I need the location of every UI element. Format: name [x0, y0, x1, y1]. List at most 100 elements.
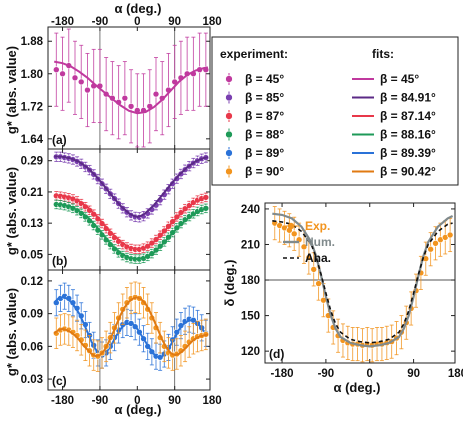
legend-exp-marker — [225, 75, 233, 83]
panel-label-b: (b) — [52, 254, 67, 268]
panel-frame-d — [264, 202, 456, 364]
legend-d-ana-label: Ana. — [305, 251, 331, 265]
legend-exp-marker — [225, 93, 233, 102]
fit-line-a-0 — [54, 60, 209, 115]
x-tick-label: 180 — [202, 395, 221, 407]
legend-fit-label: β = 90.42° — [380, 165, 436, 179]
panel-label-a: (a) — [52, 133, 67, 147]
legend-fits-header: fits: — [372, 47, 394, 61]
panel-label-d: (d) — [269, 347, 284, 361]
exp-d-point — [315, 280, 322, 287]
y-tick-label: 120 — [241, 346, 260, 358]
y-tick-label: 0.06 — [21, 341, 43, 353]
exp-d-point — [446, 231, 454, 239]
y-tick-label: 1.72 — [21, 101, 43, 113]
x-axis-label-d: α (deg.) — [334, 380, 381, 395]
exp-d-point — [290, 230, 298, 238]
series-a-0-point — [59, 70, 66, 78]
top-tick-label: 0 — [134, 16, 140, 28]
exp-d-point — [305, 254, 313, 261]
legend-fit-label: β = 84.91° — [380, 91, 436, 105]
fit-line-c-1 — [53, 296, 209, 358]
top-tick-labels: -180 -90 0 90 180 — [51, 16, 222, 28]
panel-a: 1.64 1.72 1.80 1.88 (a) — [21, 26, 211, 150]
series-a-0-point — [152, 90, 160, 98]
legend-experiment-header: experiment: — [220, 47, 288, 61]
y-tick-label: 0.29 — [21, 156, 43, 168]
legend-exp-label: β = 89° — [245, 146, 284, 160]
y-tick-label: 0.09 — [21, 309, 43, 321]
series-a-0-point — [71, 74, 79, 82]
legend-exp-label: β = 85° — [245, 91, 284, 105]
y-tick-label: 0.12 — [21, 276, 43, 288]
legend-fit-label: β = 89.39° — [380, 146, 436, 160]
top-axis-label: α (deg.) — [115, 1, 162, 16]
y-tick-label: 240 — [241, 204, 260, 216]
legend-fit-label: β = 87.14° — [380, 109, 436, 123]
y-axis-label-c: g* (abs. value) — [4, 288, 19, 376]
panel-frame-a — [47, 26, 211, 150]
x-tick-label: -90 — [318, 368, 335, 380]
fit-line-b-1 — [54, 194, 209, 251]
legend-exp-label: β = 90° — [245, 165, 284, 179]
legend-exp-marker — [225, 149, 233, 157]
panel-c: 0.03 0.06 0.09 0.12 -180 -90 0 90 180 (c) — [21, 269, 222, 407]
y-tick-label: 150 — [241, 311, 260, 323]
y-axis-label-a: g* (abs. value) — [4, 46, 19, 134]
legend-exp-label: β = 45° — [245, 72, 284, 86]
x-tick-label: 0 — [134, 395, 140, 407]
y-tick-label: 1.88 — [21, 36, 44, 48]
fit-line-b-0 — [54, 155, 209, 218]
top-tick-label: 90 — [168, 16, 181, 28]
y-tick-label: 180 — [241, 275, 260, 287]
legend-exp-marker — [225, 130, 233, 139]
series-a-0-point — [84, 86, 91, 94]
legend-exp-label: β = 87° — [245, 109, 284, 123]
series-a-0-point — [53, 66, 60, 73]
fit-line-b-2 — [54, 203, 209, 261]
y-axis-label-d: δ (deg.) — [222, 260, 237, 307]
x-tick-label: -90 — [92, 395, 109, 407]
exp-d-point — [300, 243, 308, 251]
y-tick-label: 1.80 — [21, 69, 43, 81]
exp-d-point — [432, 239, 439, 247]
legend-fit-label: β = 45° — [380, 72, 419, 86]
legend-exp-marker — [225, 112, 233, 120]
x-tick-label: 0 — [367, 368, 373, 380]
exp-d-point — [427, 245, 434, 253]
legend-d-num-label: Num. — [305, 235, 335, 249]
ana-line-d — [272, 220, 453, 344]
series-a-0-point — [127, 103, 135, 110]
y-tick-label: 0.05 — [21, 249, 44, 261]
top-tick-label: 180 — [202, 16, 221, 28]
y-axis-label-b: g* (abs. value) — [4, 167, 19, 255]
exp-d-point — [310, 266, 318, 273]
x-tick-label: -180 — [51, 395, 74, 407]
legend-d-exp-marker — [287, 222, 295, 230]
y-tick-label: 0.03 — [21, 374, 43, 386]
legend-fit-label: β = 88.16° — [380, 128, 436, 142]
legend-exp-marker — [225, 167, 233, 176]
x-tick-label: -180 — [271, 368, 294, 380]
top-tick-label: -90 — [92, 16, 109, 28]
panel-label-c: (c) — [52, 374, 67, 388]
panel-b: 0.05 0.13 0.21 0.29 (b) — [21, 148, 211, 271]
y-tick-label: 1.64 — [21, 134, 44, 146]
legend-exp-label: β = 88° — [245, 128, 284, 142]
x-tick-label: 90 — [407, 368, 420, 380]
x-axis-label-c: α (deg.) — [115, 402, 162, 417]
panel-d: 120 150 180 210 240 -180 -90 0 90 180 (d) Exp. Num. A… — [241, 202, 463, 380]
y-tick-label: 0.21 — [21, 187, 44, 199]
legend-d-exp-label: Exp. — [305, 219, 330, 233]
y-tick-label: 0.13 — [21, 218, 43, 230]
legend-frame — [211, 36, 459, 186]
x-tick-label: 90 — [168, 395, 181, 407]
y-tick-label: 210 — [241, 239, 260, 251]
series-a-0-point — [77, 78, 85, 86]
legend-box: experiment: fits: β = 45° β = 85° β = 87° β… — [211, 36, 459, 186]
top-tick-label: -180 — [51, 16, 74, 28]
series-a-0-point — [121, 94, 129, 102]
fit-line-c-0 — [53, 296, 209, 359]
x-tick-label: 180 — [448, 368, 463, 380]
